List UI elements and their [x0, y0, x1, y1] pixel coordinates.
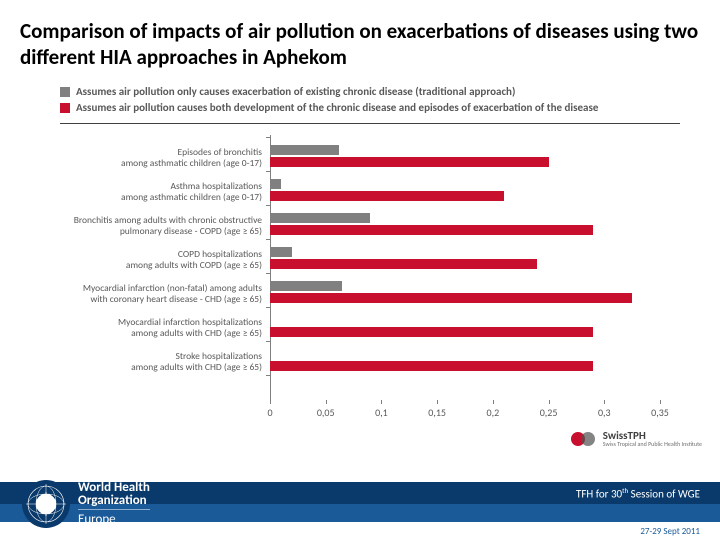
footer-date: 27-29 Sept 2011 [640, 526, 700, 537]
slide-title: Comparison of impacts of air pollution o… [20, 18, 700, 71]
y-tick [266, 171, 270, 172]
y-tick [266, 307, 270, 308]
category-group: Episodes of bronchitisamong asthmatic ch… [30, 141, 660, 175]
category-group: Stroke hospitalizationsamong adults with… [30, 345, 660, 379]
legend-item-grey: Assumes air pollution only causes exacer… [60, 85, 680, 98]
x-tick [660, 400, 661, 404]
x-axis: 00,050,10,150,20,250,30,35 [270, 400, 660, 420]
x-tick-label: 0,1 [375, 406, 388, 419]
swisstph-text: SwissTPH Swiss Tropical and Public Healt… [603, 430, 702, 447]
category-group: Myocardial infarction hospitalizationsam… [30, 311, 660, 345]
footer: TFH for 30th Session of WGE 27-29 Sept 2… [0, 468, 720, 540]
legend-label-red: Assumes air pollution causes both develo… [76, 101, 598, 114]
category-group: Myocardial infarction (non-fatal) among … [30, 277, 660, 311]
swisstph-sub: Swiss Tropical and Public Health Institu… [603, 441, 702, 447]
category-label: Episodes of bronchitisamong asthmatic ch… [30, 147, 262, 169]
legend-label-grey: Assumes air pollution only causes exacer… [76, 85, 515, 98]
who-text: World Health Organization Europe [78, 481, 150, 527]
y-tick [266, 341, 270, 342]
x-tick-label: 0,3 [598, 406, 611, 419]
footer-session: TFH for 30th Session of WGE [576, 486, 700, 501]
x-tick [604, 400, 605, 404]
category-label: Bronchitis among adults with chronic obs… [30, 215, 262, 237]
x-tick-label: 0,25 [540, 406, 558, 419]
legend-swatch-red [60, 103, 70, 113]
y-tick [266, 239, 270, 240]
x-tick-label: 0,35 [651, 406, 669, 419]
who-region: Europe [78, 509, 150, 527]
x-tick [270, 400, 271, 404]
x-tick-label: 0,2 [487, 406, 500, 419]
category-group: Asthma hospitalizationsamong asthmatic c… [30, 175, 660, 209]
legend-swatch-grey [60, 87, 70, 97]
category-label: Asthma hospitalizationsamong asthmatic c… [30, 181, 262, 203]
category-label: Stroke hospitalizationsamong adults with… [30, 351, 262, 373]
category-label: Myocardial infarction hospitalizationsam… [30, 317, 262, 339]
x-tick-label: 0,05 [317, 406, 335, 419]
who-line2: Organization [78, 494, 150, 507]
bar-chart: 00,050,10,150,20,250,30,35 Episodes of b… [30, 135, 660, 435]
x-tick [326, 400, 327, 404]
category-group: COPD hospitalizationsamong adults with C… [30, 243, 660, 277]
legend-item-red: Assumes air pollution causes both develo… [60, 101, 680, 114]
y-tick [266, 273, 270, 274]
category-label: Myocardial infarction (non-fatal) among … [30, 283, 262, 305]
who-emblem-icon [22, 480, 70, 528]
swisstph-icon [571, 432, 599, 446]
x-tick-label: 0,15 [428, 406, 446, 419]
x-tick [437, 400, 438, 404]
x-tick [549, 400, 550, 404]
category-group: Bronchitis among adults with chronic obs… [30, 209, 660, 243]
x-tick [381, 400, 382, 404]
y-tick [266, 205, 270, 206]
swisstph-logo: SwissTPH Swiss Tropical and Public Healt… [571, 430, 702, 447]
x-tick [493, 400, 494, 404]
x-tick-label: 0 [267, 406, 272, 419]
y-tick [266, 375, 270, 376]
who-logo: World Health Organization Europe [22, 468, 150, 540]
slide: Comparison of impacts of air pollution o… [0, 0, 720, 540]
chart-legend: Assumes air pollution only causes exacer… [60, 85, 680, 124]
y-tick [266, 137, 270, 138]
category-label: COPD hospitalizationsamong adults with C… [30, 249, 262, 271]
